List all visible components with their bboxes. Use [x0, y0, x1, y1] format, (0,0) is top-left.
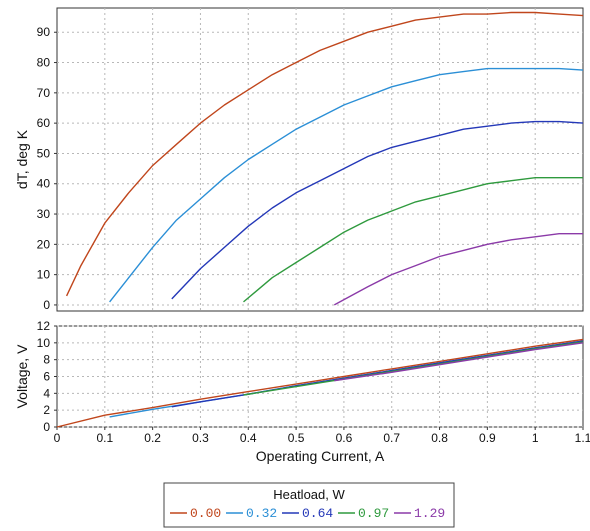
- dt-y-tick-label: 70: [37, 86, 51, 100]
- voltage-series-line-0-64: [171, 340, 584, 408]
- voltage-x-tick-label: 0.7: [383, 431, 400, 445]
- voltage-y-axis-label: Voltage, V: [14, 344, 30, 408]
- x-axis-label: Operating Current, A: [256, 448, 385, 464]
- voltage-y-tick-label: 12: [37, 319, 51, 333]
- voltage-x-tick-label: 0.9: [479, 431, 496, 445]
- dt-y-tick-label: 10: [37, 268, 51, 282]
- voltage-x-tick-label: 0.1: [96, 431, 113, 445]
- voltage-y-tick-label: 4: [43, 386, 50, 400]
- legend-label-0-97: 0.97: [358, 506, 389, 521]
- dt-plot: 0 10 20 30 40 50 60 70 80 90: [37, 7, 584, 312]
- voltage-x-tick-label: 0.4: [240, 431, 257, 445]
- voltage-x-tick-label: 0.3: [192, 431, 209, 445]
- legend-box: [163, 482, 455, 528]
- voltage-x-tick-label: 0.6: [336, 431, 353, 445]
- dt-y-tick-label: 50: [37, 146, 51, 160]
- voltage-series-line-0-00: [56, 338, 584, 428]
- voltage-x-tick-label: 0.2: [144, 431, 161, 445]
- legend-label-0-64: 0.64: [302, 506, 333, 521]
- dt-series-line-0-00: [65, 11, 584, 297]
- legend-label-0-32: 0.32: [246, 506, 277, 521]
- dt-y-tick-label: 40: [37, 177, 51, 191]
- dt-y-tick-label: 60: [37, 116, 51, 130]
- dt-y-axis-label: dT, deg K: [14, 129, 30, 189]
- legend-title: Heatload, W: [273, 487, 345, 502]
- voltage-y-tick-label: 6: [43, 370, 50, 384]
- dt-y-tick-label: 80: [37, 56, 51, 70]
- dt-y-tick-label: 90: [37, 25, 51, 39]
- dt-y-tick-label: 30: [37, 207, 51, 221]
- legend-label-0-00: 0.00: [190, 506, 221, 521]
- legend-label-1-29: 1.29: [414, 506, 445, 521]
- dt-series-line-0-32: [109, 67, 584, 303]
- dt-y-tick-label: 20: [37, 237, 51, 251]
- dt-series-line-1-29: [333, 233, 583, 306]
- legend: Heatload, W 0.00 0.32 0.64 0.97 1.29: [163, 482, 455, 528]
- dt-series-line-0-64: [171, 120, 584, 300]
- voltage-x-tick-label: 0: [54, 431, 61, 445]
- voltage-x-tick-label: 1: [532, 431, 539, 445]
- voltage-x-tick-label: 0.8: [431, 431, 448, 445]
- voltage-y-tick-label: 0: [43, 420, 50, 434]
- dt-plot-frame: [56, 7, 584, 312]
- voltage-y-tick-label: 10: [37, 336, 51, 350]
- voltage-series-line-1-29: [334, 342, 584, 382]
- legend-entries: 0.00 0.32 0.64 0.97 1.29: [170, 506, 445, 521]
- voltage-x-tick-label: 1.1: [575, 431, 590, 445]
- voltage-series-line-0-97: [243, 341, 584, 396]
- voltage-y-tick-label: 2: [43, 403, 50, 417]
- voltage-y-tick-label: 8: [43, 353, 50, 367]
- dt-y-tick-label: 0: [43, 298, 50, 312]
- dt-series-line-0-97: [243, 177, 583, 303]
- voltage-x-tick-label: 0.5: [288, 431, 305, 445]
